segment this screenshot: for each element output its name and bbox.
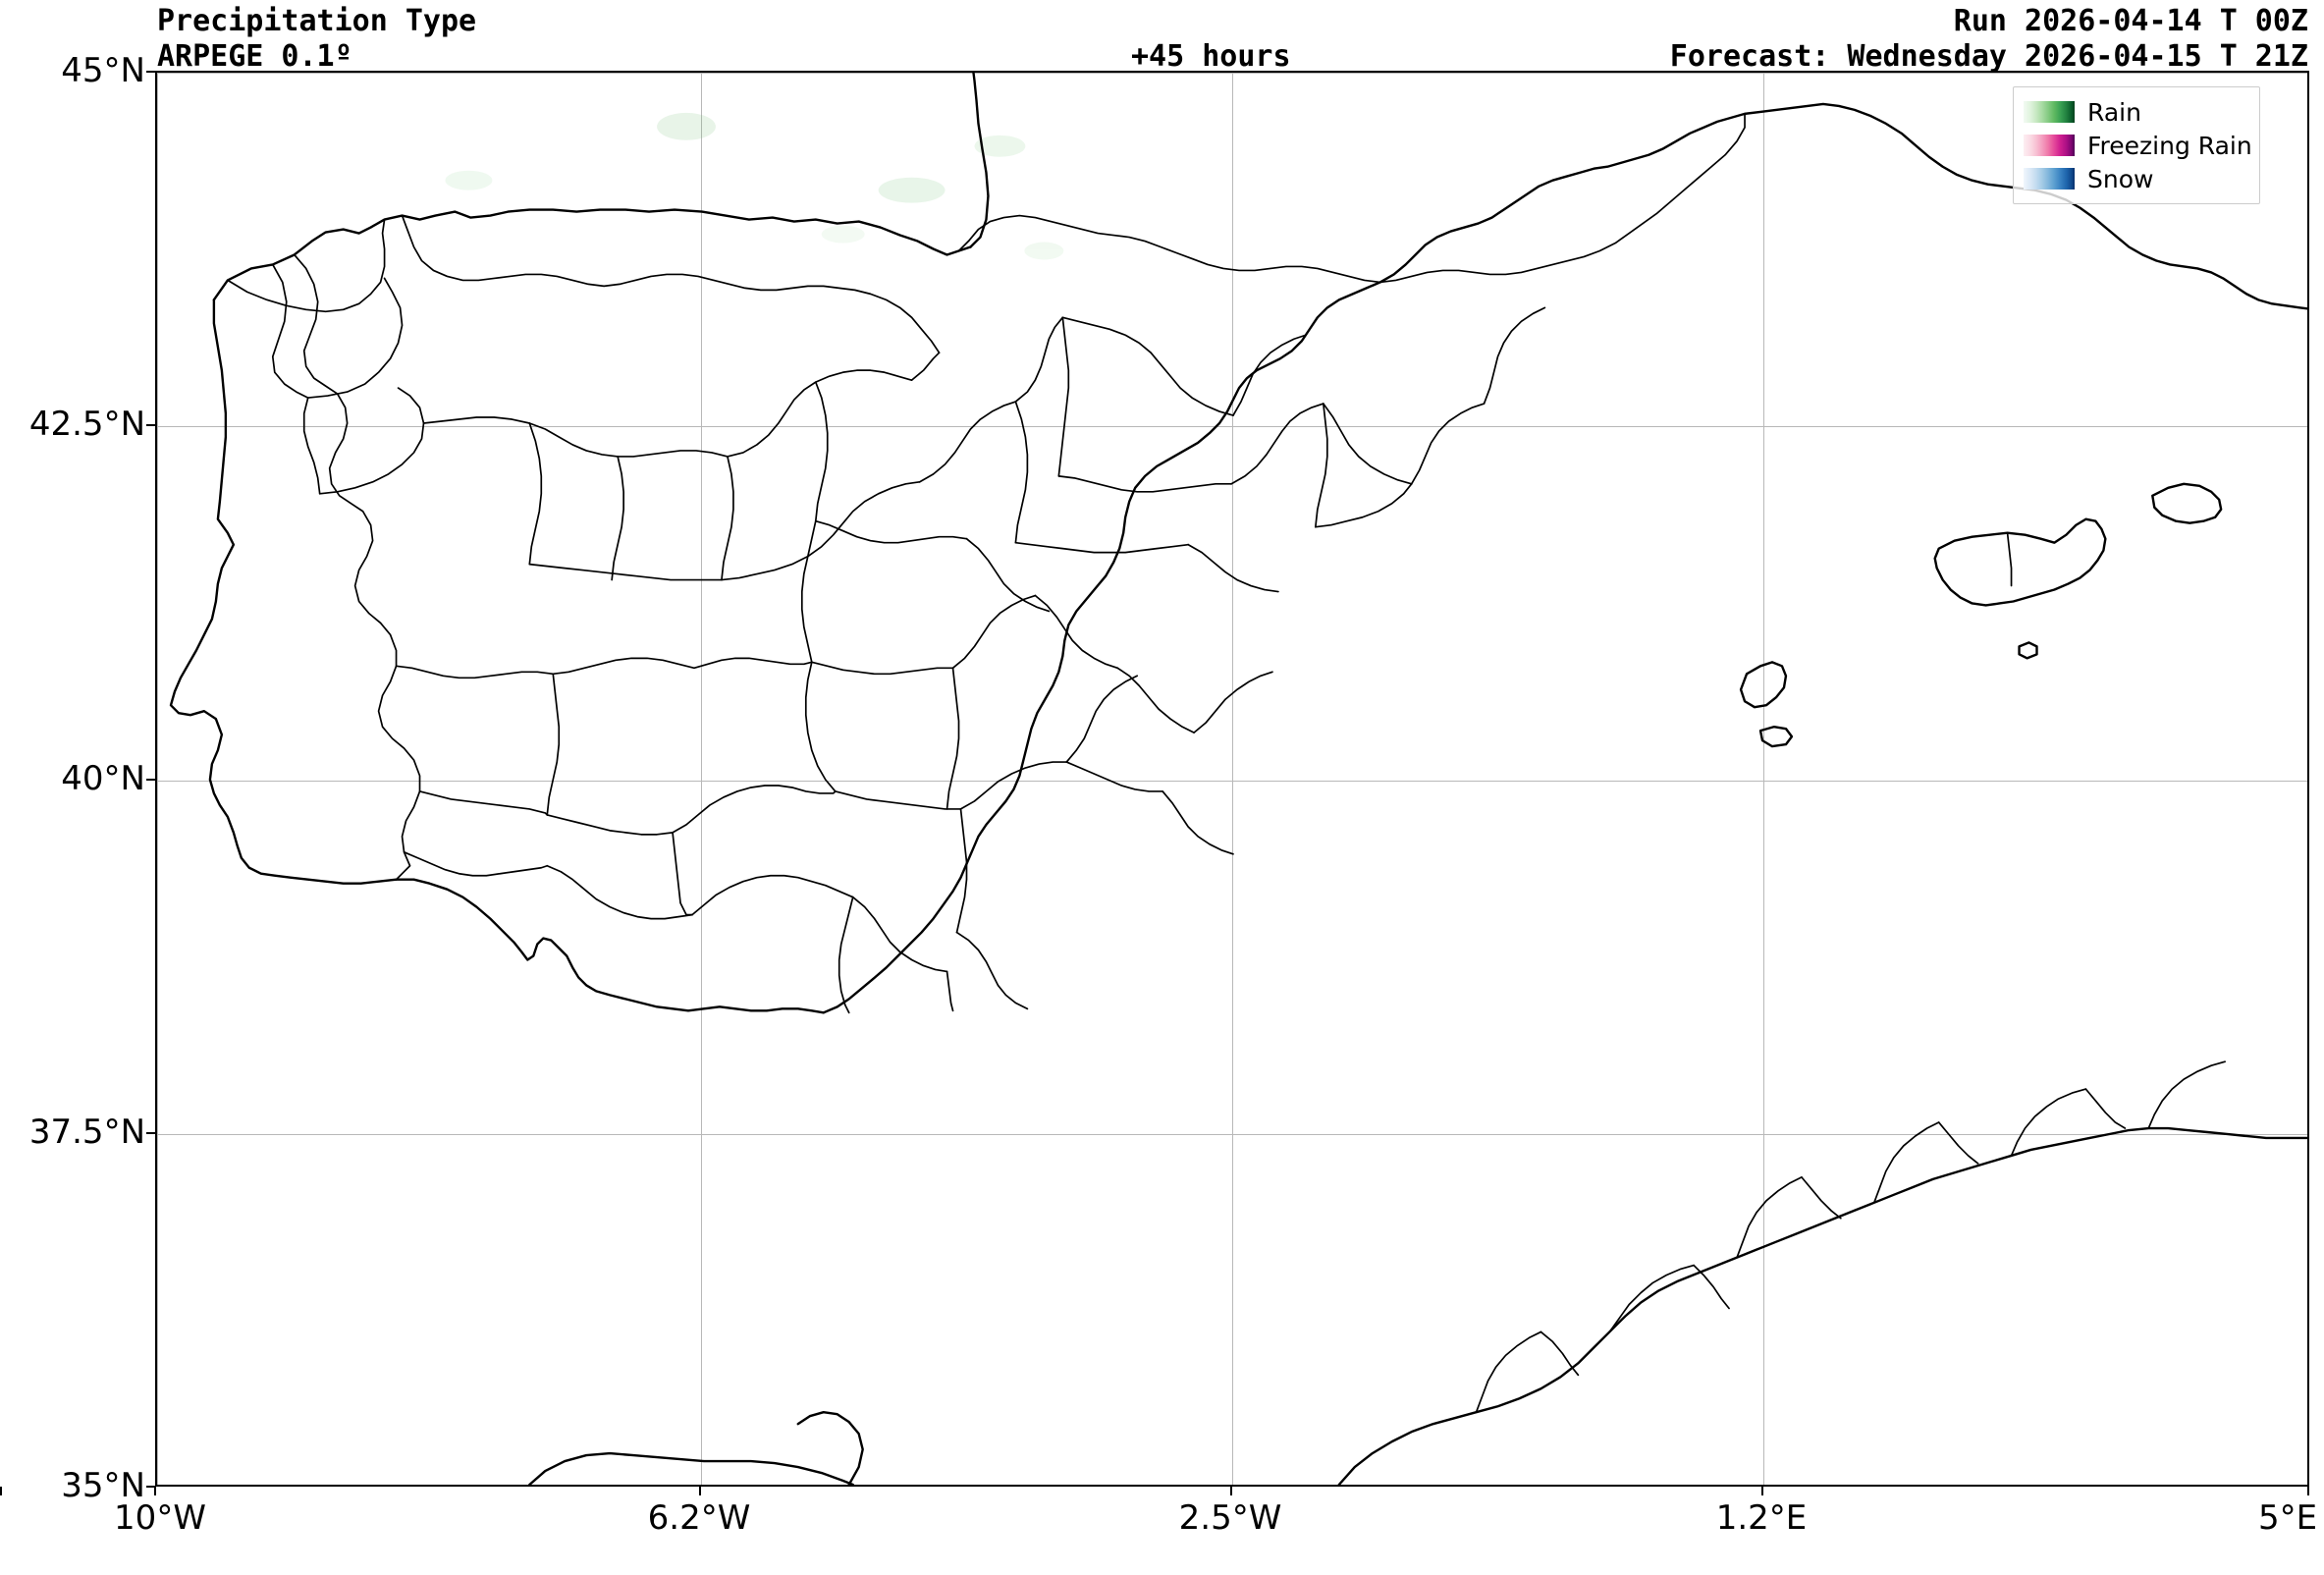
y-tick-mark [146, 71, 155, 73]
precip-rain-traces [445, 112, 1064, 260]
gridline-vertical [157, 73, 158, 1485]
y-tick-label-425n: 42.5°N [28, 405, 145, 444]
y-tick-label-40n: 40°N [61, 759, 145, 798]
legend-item-freezing-rain[interactable]: Freezing Rain [2024, 129, 2252, 162]
y-tick-label-375n: 37.5°N [28, 1113, 145, 1152]
map-axes[interactable]: Rain Freezing Rain Snow [155, 71, 2309, 1487]
x-tick-label-10w: 10°W [114, 1498, 206, 1538]
gridline-horizontal [157, 73, 2307, 74]
x-tick-mark [154, 1487, 156, 1495]
y-tick-mark [146, 1486, 155, 1488]
y-tick-label-45n: 45°N [61, 51, 145, 90]
x-tick-mark [699, 1487, 701, 1495]
legend-label-rain: Rain [2087, 97, 2141, 127]
x-tick-mark [2307, 1487, 2309, 1495]
gridline-vertical [1763, 73, 1764, 1485]
lead-time-label: +45 hours [1131, 39, 1291, 74]
iberian-peninsula-map [169, 73, 2307, 1485]
legend-swatch-snow-gradient [2024, 168, 2075, 190]
gridline-vertical [701, 73, 702, 1485]
y-tick-mark [146, 424, 155, 426]
gridline-horizontal [157, 1134, 2307, 1135]
legend-swatch-rain-gradient [2024, 101, 2075, 123]
legend-item-rain[interactable]: Rain [2024, 95, 2249, 129]
run-timestamp-label: Run 2026-04-14 T 00Z [1953, 4, 2308, 38]
page-title: Precipitation Type [157, 4, 477, 38]
coastline-paths [169, 73, 2307, 1485]
x-tick-mark [1230, 1487, 1232, 1495]
model-name-label: ARPEGE 0.1º [157, 39, 352, 74]
y-tick-mark [146, 779, 155, 781]
x-tick-mark [1761, 1487, 1763, 1495]
x-tick-label-62w: 6.2°W [647, 1498, 751, 1538]
x-tick-label-12e: 1.2°E [1715, 1498, 1808, 1538]
administrative-boundaries [227, 113, 2227, 1414]
legend-label-snow: Snow [2087, 164, 2154, 193]
legend-label-freezing-rain: Freezing Rain [2087, 131, 2252, 160]
legend-box[interactable]: Rain Freezing Rain Snow [2013, 86, 2260, 204]
x-tick-label-25w: 2.5°W [1178, 1498, 1282, 1538]
legend-swatch-freezing-rain-gradient [2024, 135, 2075, 156]
gridline-horizontal [157, 781, 2307, 782]
y-tick-label-35n: 35°N [61, 1466, 145, 1505]
x-tick-label-5e: 5°E [2257, 1498, 2318, 1538]
legend-item-snow[interactable]: Snow [2024, 162, 2249, 195]
forecast-valid-label: Forecast: Wednesday 2026-04-15 T 21Z [1669, 39, 2308, 74]
gridline-vertical [1232, 73, 1233, 1485]
y-tick-mark [146, 1132, 155, 1134]
gridline-horizontal [157, 426, 2307, 427]
